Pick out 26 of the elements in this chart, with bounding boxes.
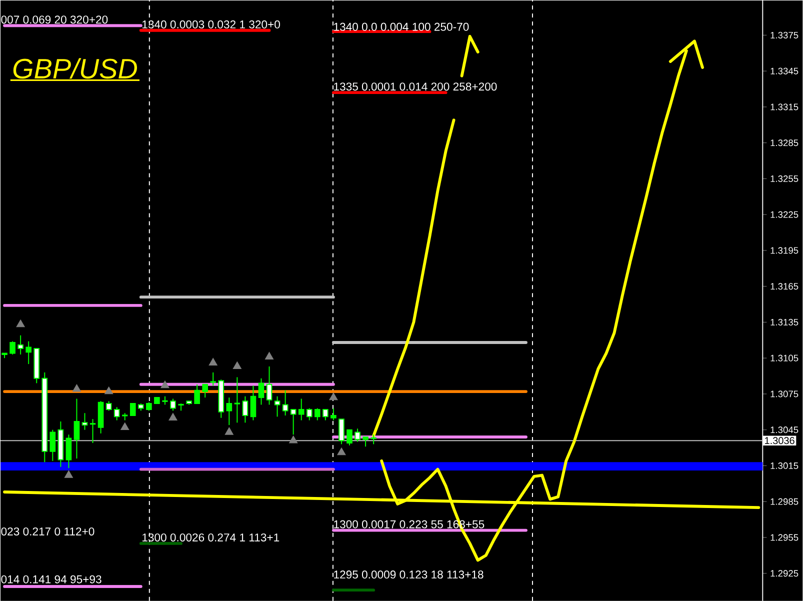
y-tick-label: 1.3255	[770, 175, 798, 182]
y-tick-label: 1.2985	[770, 498, 798, 505]
y-tick-label: 1.3015	[770, 462, 798, 469]
annotation: 007 0.069 20 320+20	[1, 15, 108, 24]
y-tick-label: 1.3225	[770, 211, 798, 218]
y-tick-label: 1.3345	[770, 68, 798, 74]
y-tick-label: 1.3105	[770, 354, 798, 362]
annotation: 023 0.217 0 112+0	[1, 527, 94, 536]
annotation: 014 0.141 94 95+93	[1, 575, 102, 584]
y-tick-label: 1.2925	[770, 570, 798, 576]
annotation: 1335 0.0001 0.014 200 258+200	[334, 82, 497, 90]
y-tick-label: 1.3315	[770, 103, 798, 110]
y-tick-label: 1.3165	[770, 282, 798, 290]
y-tick-label: 1.3045	[770, 426, 798, 433]
annotation: 1340 0.0 0.004 100 250-70	[334, 22, 469, 31]
ref-line-label: 1.3036	[765, 436, 794, 444]
annotation: 1340 0.0003 0.032 1 320+0	[142, 20, 280, 28]
y-tick-label: 1.3135	[770, 318, 798, 326]
y-tick-label: 1.3195	[770, 246, 798, 254]
y-tick-label: 1.3075	[770, 390, 798, 398]
y-tick-label: 1.3375	[770, 32, 798, 38]
annotation: 1300 0.0026 0.274 1 113+1	[142, 533, 280, 542]
y-tick-label: 1.3285	[770, 139, 798, 146]
annotation: 1295 0.0009 0.123 18 113+18	[334, 570, 484, 578]
text: GBP/USD	[13, 58, 138, 78]
y-tick-label: 1.2955	[770, 534, 798, 541]
